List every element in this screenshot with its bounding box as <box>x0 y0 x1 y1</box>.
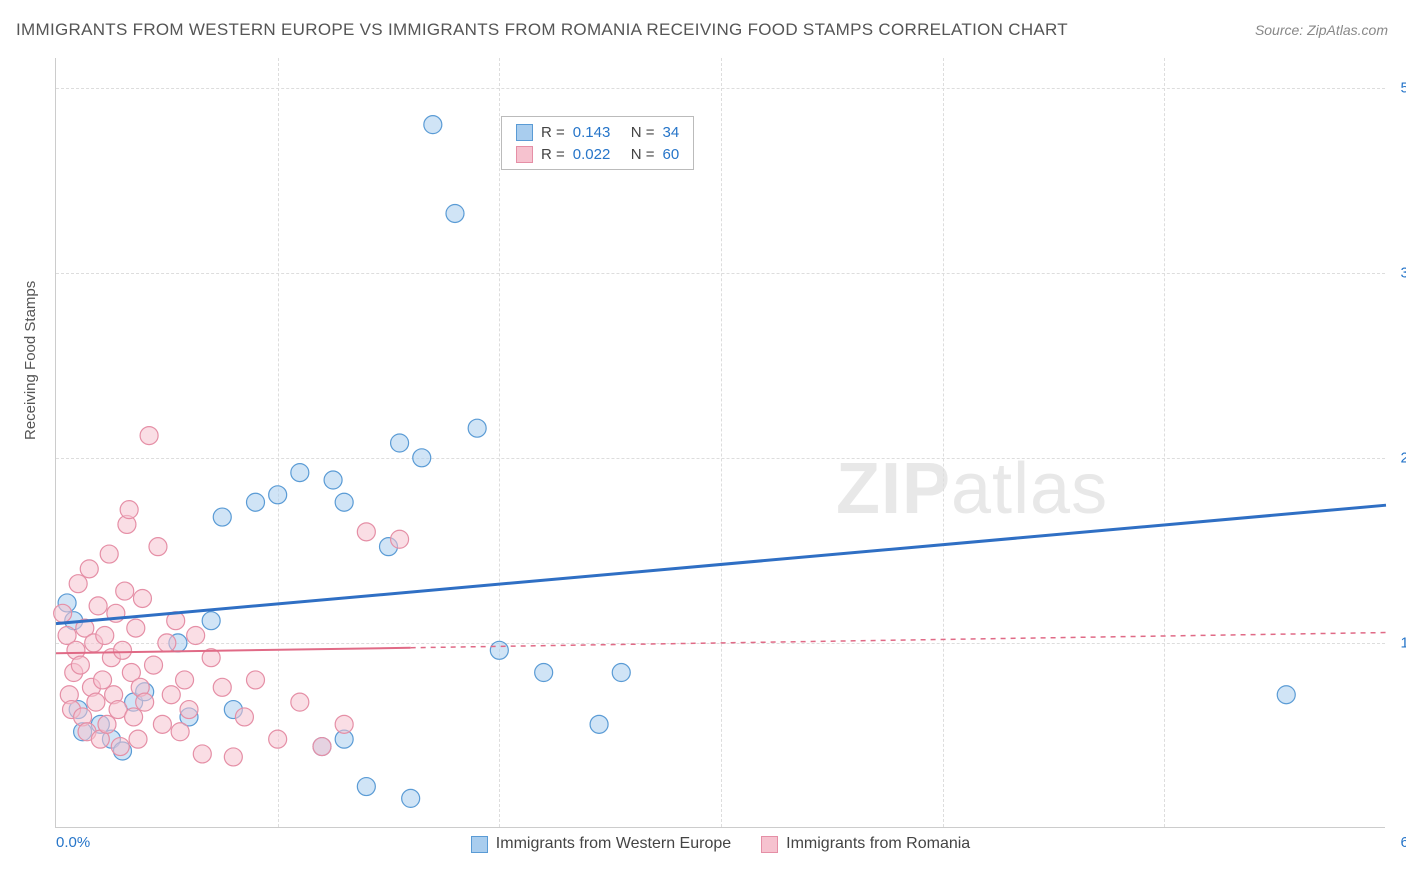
legend-n-value: 60 <box>663 146 680 163</box>
legend-n-label: N = <box>631 124 655 141</box>
scatter-point-western-europe <box>424 116 442 134</box>
scatter-point-romania <box>235 708 253 726</box>
scatter-point-western-europe <box>468 419 486 437</box>
y-axis-label: Receiving Food Stamps <box>22 281 39 440</box>
scatter-point-western-europe <box>446 204 464 222</box>
y-tick-label: 50.0% <box>1400 79 1406 96</box>
scatter-point-romania <box>357 523 375 541</box>
scatter-point-romania <box>247 671 265 689</box>
y-tick-label: 12.5% <box>1400 634 1406 651</box>
legend-n-value: 34 <box>663 124 680 141</box>
scatter-point-romania <box>96 627 114 645</box>
legend-stat-row: R = 0.143 N = 34 <box>516 121 679 143</box>
scatter-point-western-europe <box>402 789 420 807</box>
scatter-point-romania <box>335 715 353 733</box>
scatter-point-romania <box>69 575 87 593</box>
legend-r-value: 0.022 <box>573 146 623 163</box>
scatter-point-romania <box>100 545 118 563</box>
legend-item: Immigrants from Western Europe <box>471 835 731 853</box>
y-tick-label: 25.0% <box>1400 449 1406 466</box>
scatter-point-romania <box>149 538 167 556</box>
scatter-point-western-europe <box>357 778 375 796</box>
legend-r-label: R = <box>541 146 565 163</box>
legend-r-label: R = <box>541 124 565 141</box>
scatter-svg <box>56 58 1385 827</box>
scatter-point-western-europe <box>213 508 231 526</box>
scatter-point-western-europe <box>590 715 608 733</box>
scatter-point-romania <box>127 619 145 637</box>
legend-swatch <box>516 146 533 163</box>
scatter-point-romania <box>171 723 189 741</box>
x-axis-max-label: 60.0% <box>1400 834 1406 851</box>
scatter-point-romania <box>187 627 205 645</box>
scatter-point-western-europe <box>413 449 431 467</box>
scatter-point-romania <box>80 560 98 578</box>
scatter-point-romania <box>125 708 143 726</box>
chart-title: IMMIGRANTS FROM WESTERN EUROPE VS IMMIGR… <box>16 20 1068 40</box>
scatter-point-romania <box>158 634 176 652</box>
scatter-point-romania <box>71 656 89 674</box>
scatter-point-romania <box>313 738 331 756</box>
legend-stats-box: R = 0.143 N = 34 R = 0.022 N = 60 <box>501 116 694 170</box>
scatter-point-romania <box>116 582 134 600</box>
scatter-point-romania <box>54 604 72 622</box>
scatter-point-romania <box>114 641 132 659</box>
plot-area: ZIPatlas 12.5%25.0%37.5%50.0% R =0.143N … <box>55 58 1385 828</box>
y-tick-label: 37.5% <box>1400 264 1406 281</box>
scatter-point-romania <box>140 427 158 445</box>
legend-item: Immigrants from Romania <box>761 835 970 853</box>
scatter-point-romania <box>291 693 309 711</box>
legend-n-label: N = <box>631 146 655 163</box>
trendline-western-europe <box>56 505 1386 623</box>
scatter-point-romania <box>94 671 112 689</box>
scatter-point-romania <box>133 589 151 607</box>
legend-swatch <box>516 124 533 141</box>
scatter-point-romania <box>89 597 107 615</box>
scatter-point-western-europe <box>490 641 508 659</box>
legend-swatch <box>471 836 488 853</box>
scatter-point-romania <box>129 730 147 748</box>
legend-stat-row: R = 0.022 N = 60 <box>516 143 679 165</box>
legend-item-label: Immigrants from Western Europe <box>496 835 731 853</box>
scatter-point-western-europe <box>391 434 409 452</box>
scatter-point-romania <box>391 530 409 548</box>
scatter-point-romania <box>180 701 198 719</box>
scatter-point-western-europe <box>291 464 309 482</box>
legend-bottom: Immigrants from Western Europe Immigrants… <box>56 835 1385 853</box>
legend-r-value: 0.143 <box>573 124 623 141</box>
scatter-point-romania <box>111 738 129 756</box>
scatter-point-romania <box>193 745 211 763</box>
scatter-point-western-europe <box>1277 686 1295 704</box>
legend-swatch <box>761 836 778 853</box>
scatter-point-western-europe <box>324 471 342 489</box>
scatter-point-western-europe <box>535 664 553 682</box>
scatter-point-western-europe <box>612 664 630 682</box>
scatter-point-western-europe <box>335 493 353 511</box>
scatter-point-western-europe <box>269 486 287 504</box>
scatter-point-romania <box>269 730 287 748</box>
source-attribution: Source: ZipAtlas.com <box>1255 22 1388 38</box>
scatter-point-romania <box>136 693 154 711</box>
scatter-point-romania <box>213 678 231 696</box>
legend-item-label: Immigrants from Romania <box>786 835 970 853</box>
scatter-point-western-europe <box>202 612 220 630</box>
scatter-point-western-europe <box>247 493 265 511</box>
scatter-point-romania <box>120 501 138 519</box>
scatter-point-romania <box>145 656 163 674</box>
trendline-dashed-romania <box>411 633 1386 648</box>
scatter-point-romania <box>153 715 171 733</box>
scatter-point-romania <box>87 693 105 711</box>
scatter-point-romania <box>162 686 180 704</box>
chart-container: IMMIGRANTS FROM WESTERN EUROPE VS IMMIGR… <box>0 0 1406 892</box>
scatter-point-romania <box>98 715 116 733</box>
scatter-point-romania <box>224 748 242 766</box>
scatter-point-romania <box>176 671 194 689</box>
